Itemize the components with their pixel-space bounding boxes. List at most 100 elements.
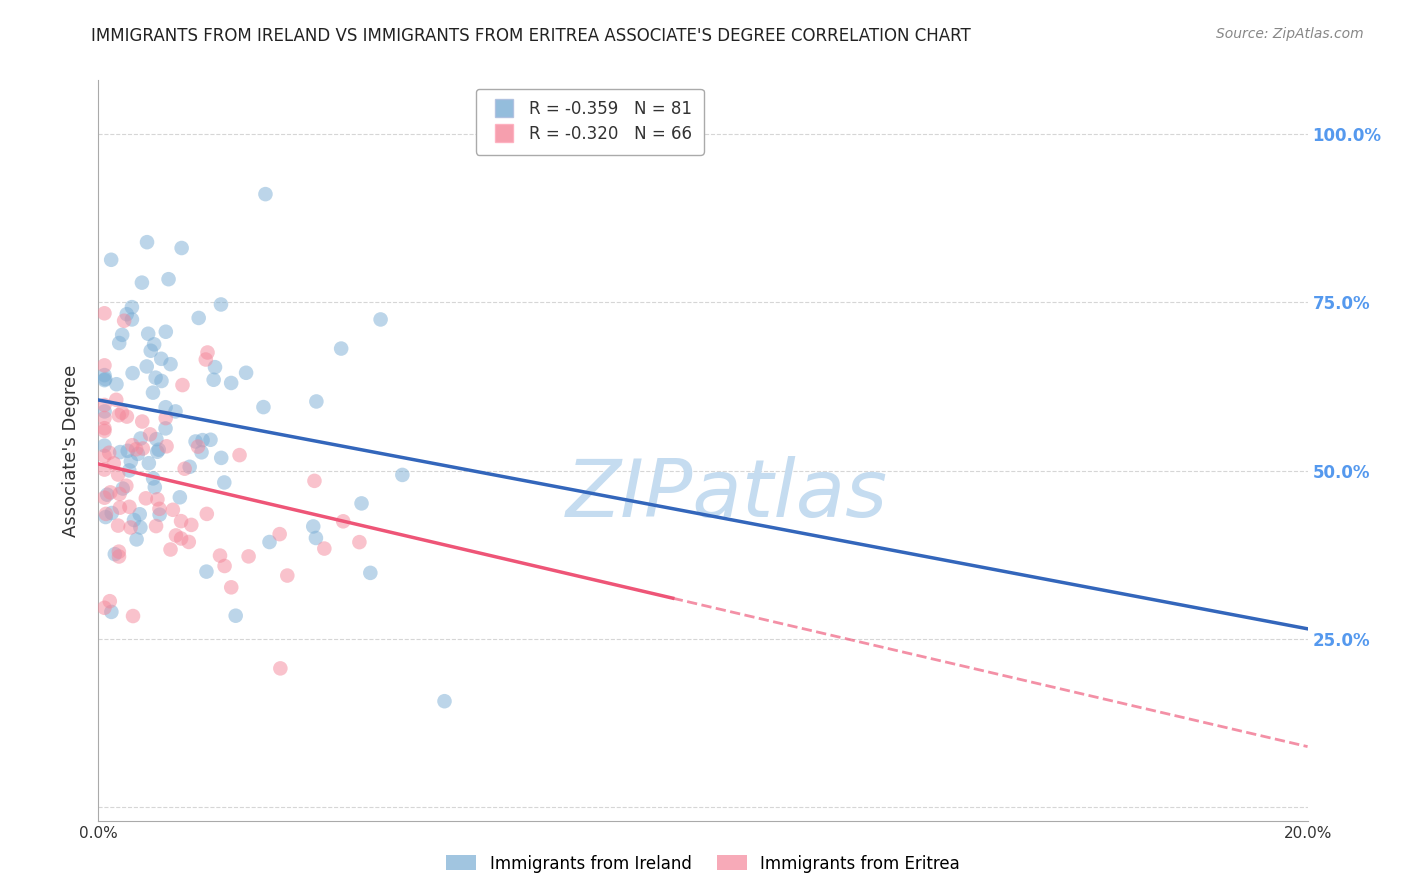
Point (172, 378, 194, 392)
Point (120, 520, 142, 534)
Point (108, 549, 131, 564)
Point (157, 272, 180, 286)
Point (98, 446, 121, 460)
Point (155, 401, 177, 415)
Point (195, 507, 218, 521)
Point (93, 462, 115, 476)
Point (93, 373, 115, 387)
Point (131, 415, 153, 429)
Point (100, 605, 122, 619)
Point (93, 600, 115, 615)
Point (143, 480, 166, 494)
Point (433, 694, 456, 708)
Point (94, 510, 117, 524)
Point (197, 345, 219, 359)
Point (145, 370, 167, 384)
Point (104, 547, 127, 561)
Point (146, 444, 169, 458)
Point (125, 533, 148, 547)
Point (98, 485, 121, 500)
Point (145, 519, 167, 533)
Point (269, 661, 291, 675)
Point (276, 568, 298, 582)
Point (332, 514, 354, 528)
Point (145, 432, 167, 446)
Point (93, 404, 115, 418)
Point (148, 442, 170, 457)
Point (118, 500, 141, 514)
Point (129, 432, 152, 446)
Point (111, 406, 134, 420)
Point (93, 368, 115, 383)
Point (118, 463, 141, 477)
Point (305, 531, 328, 545)
Point (177, 535, 200, 549)
Point (125, 442, 148, 457)
Point (165, 528, 187, 542)
Point (208, 549, 231, 563)
Point (107, 467, 129, 482)
Point (115, 479, 138, 493)
Point (139, 427, 162, 442)
Point (143, 337, 166, 351)
Point (127, 447, 149, 461)
Point (93, 491, 115, 505)
Point (228, 448, 250, 462)
Point (195, 565, 218, 579)
Point (187, 310, 209, 325)
Point (93, 359, 115, 373)
Point (149, 508, 172, 522)
Point (269, 527, 291, 541)
Point (254, 187, 277, 202)
Point (108, 487, 131, 501)
Point (100, 252, 122, 267)
Point (219, 376, 242, 390)
Point (159, 357, 181, 371)
Point (93, 411, 115, 425)
Point (107, 408, 129, 422)
Legend: Immigrants from Ireland, Immigrants from Eritrea: Immigrants from Ireland, Immigrants from… (440, 848, 966, 880)
Point (190, 445, 212, 459)
Point (112, 314, 135, 328)
Point (107, 518, 129, 533)
Point (105, 392, 128, 407)
Point (305, 394, 328, 409)
Point (391, 467, 413, 482)
Point (108, 544, 131, 558)
Text: IMMIGRANTS FROM IRELAND VS IMMIGRANTS FROM ERITREA ASSOCIATE'S DEGREE CORRELATIO: IMMIGRANTS FROM IRELAND VS IMMIGRANTS FR… (91, 27, 972, 45)
Point (122, 513, 145, 527)
Point (150, 351, 173, 366)
Point (129, 520, 152, 534)
Point (120, 454, 142, 468)
Point (139, 343, 162, 358)
Point (98, 594, 121, 608)
Point (121, 312, 143, 326)
Point (304, 474, 326, 488)
Point (155, 325, 177, 339)
Point (121, 438, 143, 452)
Point (225, 608, 247, 623)
Point (131, 276, 153, 290)
Point (100, 506, 122, 520)
Point (235, 366, 257, 380)
Point (108, 500, 131, 515)
Point (162, 503, 184, 517)
Point (179, 459, 201, 474)
Point (148, 501, 170, 516)
Point (370, 312, 392, 326)
Point (111, 327, 134, 342)
Point (115, 409, 138, 424)
Point (200, 433, 222, 447)
Point (159, 542, 181, 557)
Point (94, 507, 117, 521)
Point (259, 535, 281, 549)
Point (111, 482, 134, 496)
Point (204, 360, 226, 375)
Point (302, 519, 325, 533)
Point (169, 490, 191, 504)
Point (214, 559, 236, 574)
Legend: R = -0.359   N = 81, R = -0.320   N = 66: R = -0.359 N = 81, R = -0.320 N = 66 (475, 88, 703, 154)
Point (194, 352, 217, 367)
Point (103, 456, 125, 470)
Point (349, 535, 371, 549)
